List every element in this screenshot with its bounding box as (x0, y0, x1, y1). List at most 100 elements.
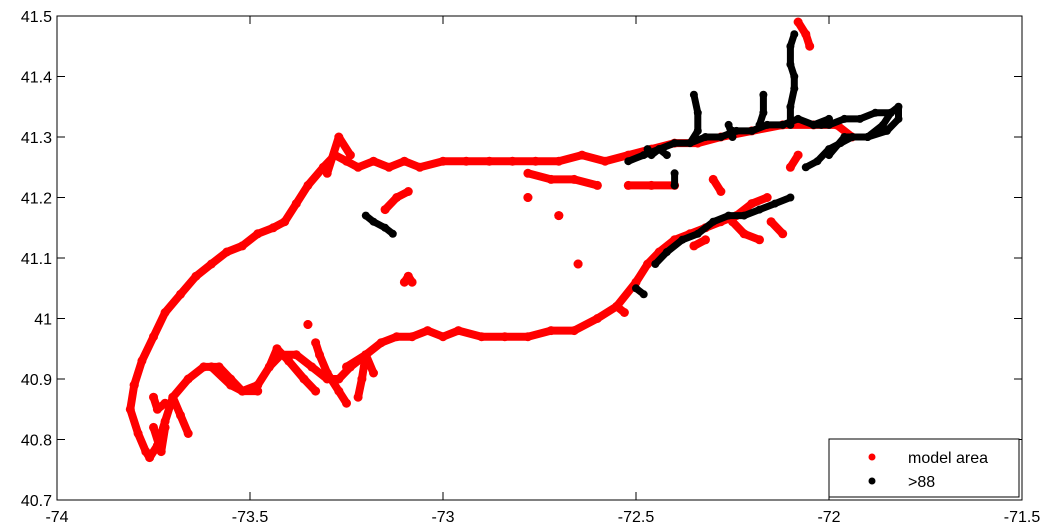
data-point (554, 211, 564, 221)
legend-box (828, 438, 1020, 498)
data-point (813, 157, 822, 166)
y-tick-label: 41.2 (21, 191, 52, 208)
data-point (886, 108, 895, 117)
data-point (623, 180, 633, 190)
data-point (523, 332, 533, 342)
data-point (840, 133, 849, 141)
data-point (805, 41, 815, 51)
data-point (863, 133, 872, 141)
data-point (759, 90, 768, 99)
data-point (156, 447, 166, 457)
data-point (643, 145, 652, 154)
data-point (438, 332, 448, 342)
data-point (728, 126, 737, 135)
data-point (554, 156, 564, 166)
data-point (577, 150, 587, 160)
data-point (152, 404, 162, 414)
data-point (342, 362, 351, 372)
data-point (531, 156, 541, 166)
data-point (759, 108, 768, 117)
data-point (369, 217, 378, 226)
data-point (790, 72, 799, 81)
data-point (399, 156, 409, 166)
data-point (651, 260, 660, 268)
data-point (369, 368, 378, 378)
data-point (137, 356, 147, 366)
y-tick-label: 41 (34, 312, 52, 329)
data-point (647, 151, 656, 160)
x-tick-label: -71.5 (1004, 509, 1041, 526)
data-point (624, 157, 633, 166)
data-point (384, 162, 394, 172)
data-point (670, 181, 679, 190)
data-point (701, 133, 710, 141)
data-point (794, 114, 803, 123)
x-tick-label: -73.5 (232, 509, 269, 526)
data-point (160, 422, 170, 432)
data-point (740, 211, 749, 220)
data-point (307, 362, 317, 372)
data-point (716, 133, 725, 141)
data-point (569, 326, 579, 336)
data-point (206, 259, 216, 269)
x-tick-label: -73 (431, 509, 454, 526)
data-point (801, 163, 810, 172)
data-point (311, 338, 321, 348)
data-point (322, 368, 332, 378)
data-point (284, 356, 294, 366)
data-point (882, 126, 891, 135)
data-point (303, 180, 313, 190)
data-point (678, 235, 687, 244)
data-point (334, 386, 344, 396)
data-point (381, 223, 390, 232)
legend-label-gt88: >88 (908, 474, 935, 491)
data-point (569, 174, 579, 184)
data-point (315, 350, 324, 360)
data-point (392, 193, 402, 202)
plot-area-background (57, 16, 1022, 500)
data-point (361, 350, 371, 360)
data-point (176, 289, 185, 299)
series-trace (651, 194, 794, 268)
x-tick-label: -72.5 (618, 509, 655, 526)
data-point (790, 84, 799, 93)
y-tick-label: 41.5 (21, 9, 52, 26)
data-point (149, 422, 158, 432)
data-point (353, 162, 363, 172)
data-point (145, 453, 155, 463)
data-point (199, 362, 209, 372)
data-point (160, 398, 170, 408)
data-point (500, 332, 510, 342)
data-point (484, 156, 494, 166)
legend-marker-gt88 (868, 477, 876, 485)
data-point (670, 139, 679, 148)
series-trace (207, 362, 262, 396)
data-point (709, 217, 718, 226)
data-point (453, 326, 463, 336)
data-point (786, 60, 795, 69)
data-point (809, 120, 818, 129)
data-point (786, 120, 795, 129)
data-point (523, 193, 533, 202)
data-point (133, 429, 143, 438)
data-point (388, 229, 397, 238)
data-point (403, 187, 413, 196)
data-point (686, 139, 694, 148)
data-point (670, 169, 679, 178)
data-point (149, 332, 158, 342)
data-point (689, 241, 699, 251)
data-point (612, 301, 622, 311)
data-point (755, 235, 764, 245)
data-point (268, 223, 278, 233)
series-trace (686, 91, 702, 147)
data-point (786, 102, 795, 111)
data-point (353, 392, 363, 402)
data-point (299, 374, 309, 384)
legend: model area >88 (828, 438, 1020, 498)
data-point (176, 410, 185, 420)
data-point (160, 308, 170, 317)
data-point (380, 205, 390, 215)
data-point (786, 193, 795, 202)
data-point (728, 133, 737, 141)
